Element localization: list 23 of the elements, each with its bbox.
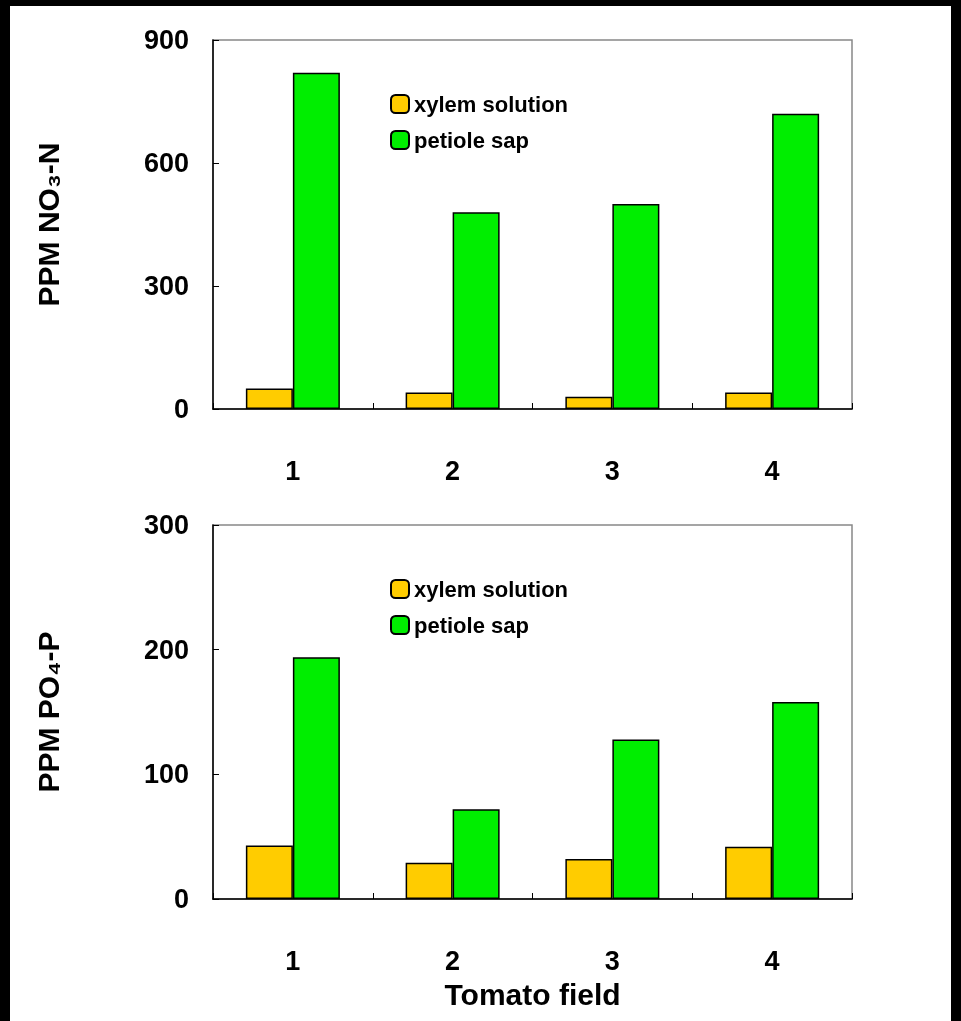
x-tick-label: 4 <box>764 945 780 976</box>
legend-label: petiole sap <box>414 127 529 153</box>
y-tick-label: 900 <box>143 25 189 55</box>
x-axis-title: Tomato field <box>444 977 621 1011</box>
y-tick-label: 200 <box>143 634 189 665</box>
legend-label: xylem solution <box>414 91 569 117</box>
x-tick-label: 3 <box>604 945 620 976</box>
y-axis-title: PPM PO₄-P <box>31 631 65 793</box>
legend-label: xylem solution <box>414 576 569 602</box>
y-tick-label: 600 <box>143 148 189 178</box>
x-tick-label: 1 <box>285 455 301 486</box>
x-tick-label: 4 <box>764 455 780 486</box>
x-tick-label: 3 <box>604 455 620 486</box>
x-tick-label: 1 <box>285 945 301 976</box>
y-tick-label: 100 <box>143 759 189 790</box>
y-axis-title: PPM NO₃-N <box>31 142 65 307</box>
y-tick-label: 0 <box>173 884 189 914</box>
legend-label: petiole sap <box>414 612 529 638</box>
y-tick-label: 0 <box>173 394 189 424</box>
x-tick-label: 2 <box>445 945 461 976</box>
x-tick-label: 2 <box>445 455 461 486</box>
y-tick-label: 300 <box>143 510 189 540</box>
y-tick-label: 300 <box>143 271 189 301</box>
